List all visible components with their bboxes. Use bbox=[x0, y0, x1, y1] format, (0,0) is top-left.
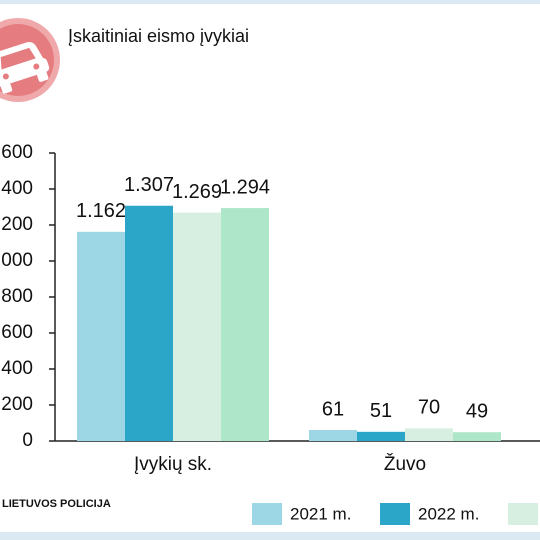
legend-label: 2022 m. bbox=[418, 504, 479, 523]
legend-swatch bbox=[252, 503, 282, 525]
y-tick-label: 400 bbox=[1, 358, 33, 379]
bar bbox=[125, 205, 173, 441]
y-tick-label: 1.200 bbox=[0, 214, 33, 235]
legend-swatch bbox=[508, 503, 538, 525]
y-tick-label: 0 bbox=[22, 430, 33, 451]
value-label: 70 bbox=[418, 397, 440, 419]
top-border bbox=[0, 0, 540, 4]
bottom-border bbox=[0, 532, 540, 540]
value-label: 49 bbox=[466, 400, 488, 422]
bar bbox=[309, 430, 357, 441]
value-label: 1.294 bbox=[220, 176, 270, 198]
y-tick-label: 1.400 bbox=[0, 178, 33, 199]
bar bbox=[77, 231, 125, 441]
icon bbox=[0, 18, 60, 102]
bar bbox=[405, 428, 453, 441]
value-label: 1.269 bbox=[172, 181, 222, 203]
legend-swatch bbox=[380, 503, 410, 525]
y-tick-label: 1.600 bbox=[0, 142, 33, 163]
value-label: 1.162 bbox=[76, 200, 126, 222]
x-tick-label: Žuvo bbox=[384, 453, 426, 475]
y-tick-label: 600 bbox=[1, 322, 33, 343]
y-tick-label: 1.000 bbox=[0, 250, 33, 271]
logo-text: LIETUVOS POLICIJA bbox=[2, 498, 111, 510]
x-tick-label: Įvykių sk. bbox=[134, 454, 212, 475]
value-label: 1.307 bbox=[124, 174, 174, 196]
bar bbox=[221, 208, 269, 441]
bar bbox=[453, 432, 501, 441]
bar bbox=[173, 212, 221, 441]
y-tick-label: 200 bbox=[1, 394, 33, 415]
legend-label: 2021 m. bbox=[290, 504, 351, 523]
chart-title: Įskaitiniai eismo įvykiai bbox=[68, 26, 249, 46]
value-label: 51 bbox=[370, 400, 392, 422]
bar bbox=[357, 431, 405, 441]
y-tick-label: 800 bbox=[1, 286, 33, 307]
value-label: 61 bbox=[322, 398, 344, 420]
